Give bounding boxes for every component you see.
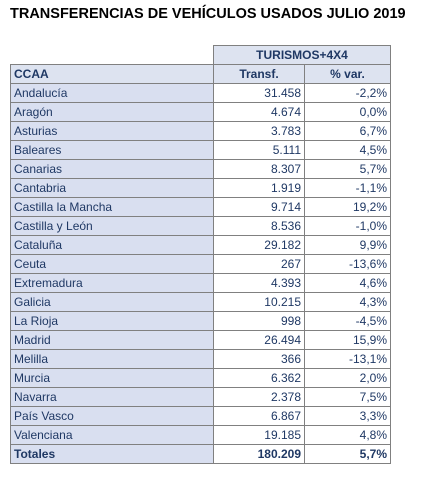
variation-cell: 4,5% — [303, 140, 392, 160]
totals-transfers: 180.209 — [213, 444, 305, 464]
page-title: TRANSFERENCIAS DE VEHÍCULOS USADOS JULIO… — [10, 6, 406, 22]
region-cell: Baleares — [10, 140, 214, 160]
region-cell: Extremadura — [10, 273, 214, 293]
variation-cell: 2,0% — [303, 368, 392, 388]
table-body: TURISMOS+4X4 CCAA Transf. % var. Andaluc… — [10, 45, 392, 464]
variation-cell: 4,8% — [303, 425, 392, 445]
group-header-row: TURISMOS+4X4 — [10, 45, 392, 65]
variation-cell: -13,6% — [303, 254, 392, 274]
variation-cell: -2,2% — [303, 83, 392, 103]
transfers-cell: 2.378 — [213, 387, 305, 407]
variation-cell: -1,0% — [303, 216, 392, 236]
table-row: Valenciana 19.185 4,8% — [10, 425, 392, 445]
region-cell: Cataluña — [10, 235, 214, 255]
region-cell: Asturias — [10, 121, 214, 141]
table-row: Cantabria 1.919 -1,1% — [10, 178, 392, 198]
table-row: Cataluña 29.182 9,9% — [10, 235, 392, 255]
group-header: TURISMOS+4X4 — [212, 45, 392, 65]
transfers-cell: 8.307 — [213, 159, 305, 179]
variation-cell: 4,3% — [303, 292, 392, 312]
table-row: Aragón 4.674 0,0% — [10, 102, 392, 122]
table-row: Castilla y León 8.536 -1,0% — [10, 216, 392, 236]
table-row: Navarra 2.378 7,5% — [10, 387, 392, 407]
region-cell: Galicia — [10, 292, 214, 312]
table-row: Andalucía 31.458 -2,2% — [10, 83, 392, 103]
variation-cell: -1,1% — [303, 178, 392, 198]
transfers-cell: 267 — [213, 254, 305, 274]
table-row: Extremadura 4.393 4,6% — [10, 273, 392, 293]
transfers-cell: 4.674 — [213, 102, 305, 122]
blank-header-cell — [10, 45, 214, 65]
transfers-cell: 31.458 — [213, 83, 305, 103]
variation-cell: -4,5% — [303, 311, 392, 331]
table-row: Ceuta 267 -13,6% — [10, 254, 392, 274]
table-row: Murcia 6.362 2,0% — [10, 368, 392, 388]
transfers-cell: 10.215 — [213, 292, 305, 312]
transfers-cell: 9.714 — [213, 197, 305, 217]
region-cell: Andalucía — [10, 83, 214, 103]
transfers-cell: 19.185 — [213, 425, 305, 445]
table-row: Castilla la Mancha 9.714 19,2% — [10, 197, 392, 217]
table-row: La Rioja 998 -4,5% — [10, 311, 392, 331]
region-cell: País Vasco — [10, 406, 214, 426]
transfers-cell: 3.783 — [213, 121, 305, 141]
table-row: Canarias 8.307 5,7% — [10, 159, 392, 179]
column-header-transf: Transf. — [213, 64, 305, 84]
variation-cell: 7,5% — [303, 387, 392, 407]
transfers-cell: 6.362 — [213, 368, 305, 388]
transfers-cell: 29.182 — [213, 235, 305, 255]
column-header-ccaa: CCAA — [10, 64, 214, 84]
transfers-cell: 26.494 — [213, 330, 305, 350]
totals-row: Totales 180.209 5,7% — [10, 444, 392, 464]
transfers-cell: 366 — [213, 349, 305, 369]
transfers-table: TURISMOS+4X4 CCAA Transf. % var. Andaluc… — [10, 45, 392, 464]
variation-cell: 9,9% — [303, 235, 392, 255]
table-row: Galicia 10.215 4,3% — [10, 292, 392, 312]
region-cell: Murcia — [10, 368, 214, 388]
totals-label: Totales — [10, 444, 214, 464]
region-cell: Aragón — [10, 102, 214, 122]
transfers-cell: 4.393 — [213, 273, 305, 293]
transfers-cell: 5.111 — [213, 140, 305, 160]
variation-cell: 3,3% — [303, 406, 392, 426]
variation-cell: 6,7% — [303, 121, 392, 141]
variation-cell: 15,9% — [303, 330, 392, 350]
column-header-row: CCAA Transf. % var. — [10, 64, 392, 84]
transfers-cell: 6.867 — [213, 406, 305, 426]
column-header-var: % var. — [303, 64, 392, 84]
transfers-cell: 1.919 — [213, 178, 305, 198]
region-cell: La Rioja — [10, 311, 214, 331]
totals-variation: 5,7% — [303, 444, 392, 464]
table-row: País Vasco 6.867 3,3% — [10, 406, 392, 426]
region-cell: Castilla la Mancha — [10, 197, 214, 217]
table-row: Baleares 5.111 4,5% — [10, 140, 392, 160]
table-row: Asturias 3.783 6,7% — [10, 121, 392, 141]
region-cell: Canarias — [10, 159, 214, 179]
transfers-cell: 8.536 — [213, 216, 305, 236]
region-cell: Castilla y León — [10, 216, 214, 236]
table-row: Madrid 26.494 15,9% — [10, 330, 392, 350]
variation-cell: 0,0% — [303, 102, 392, 122]
region-cell: Melilla — [10, 349, 214, 369]
region-cell: Navarra — [10, 387, 214, 407]
region-cell: Madrid — [10, 330, 214, 350]
transfers-cell: 998 — [213, 311, 305, 331]
variation-cell: 5,7% — [303, 159, 392, 179]
variation-cell: 19,2% — [303, 197, 392, 217]
table-row: Melilla 366 -13,1% — [10, 349, 392, 369]
region-cell: Valenciana — [10, 425, 214, 445]
region-cell: Cantabria — [10, 178, 214, 198]
variation-cell: -13,1% — [303, 349, 392, 369]
region-cell: Ceuta — [10, 254, 214, 274]
variation-cell: 4,6% — [303, 273, 392, 293]
